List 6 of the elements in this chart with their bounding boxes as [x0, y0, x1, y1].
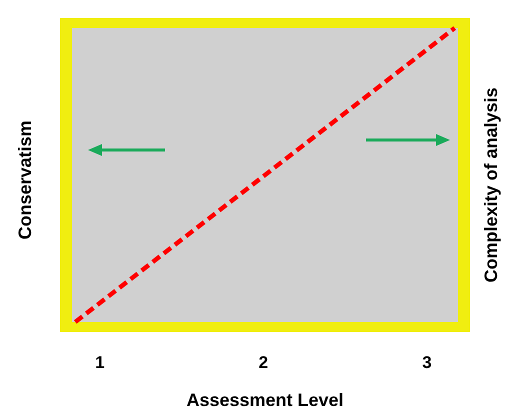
y2-axis-title: Complexity of analysis: [481, 87, 501, 283]
x-tick-label: 2: [258, 353, 268, 372]
y-axis-title: Conservatism: [15, 120, 35, 240]
x-tick-label: 1: [95, 353, 105, 372]
x-axis-title: Assessment Level: [186, 390, 344, 410]
x-tick-label: 3: [422, 353, 432, 372]
